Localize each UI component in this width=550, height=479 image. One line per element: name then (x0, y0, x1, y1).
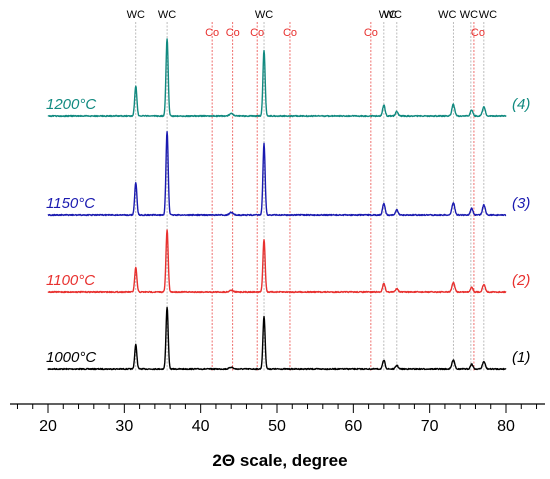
x-axis-ticks (16, 404, 538, 413)
peak-marker-label-wc-0: WC (127, 9, 145, 21)
curve-number-4: (4) (512, 96, 530, 113)
x-axis-label: 2Θ scale, degree (212, 451, 347, 470)
curve-name-4: 1200°C (46, 96, 96, 113)
x-tick-label-40: 40 (192, 418, 210, 435)
x-tick-label-60: 60 (344, 418, 362, 435)
peak-marker-label-wc-10: WC (438, 9, 456, 21)
curve-number-2: (2) (512, 272, 530, 289)
curve-name-2: 1100°C (46, 272, 95, 289)
peak-marker-lines (135, 22, 485, 372)
x-tick-label-20: 20 (39, 418, 57, 435)
peak-marker-label-co-2: Co (205, 27, 219, 39)
peak-marker-label-co-3: Co (226, 27, 240, 39)
curve-name-3: 1150°C (46, 195, 95, 212)
peak-marker-label-co-7: Co (364, 27, 378, 39)
peak-marker-label-wc-5: WC (255, 9, 273, 21)
peak-marker-label-wc-9: WC (384, 9, 402, 21)
x-axis: 20 30 40 50 60 70 80 (10, 403, 545, 435)
x-tick-label-30: 30 (115, 418, 133, 435)
x-axis-tick-labels: 20 30 40 50 60 70 80 (39, 418, 515, 435)
curve-temperature-labels: 1000°C 1100°C 1150°C 1200°C (46, 96, 96, 366)
peak-marker-label-wc-1: WC (158, 9, 176, 21)
peak-marker-label-co-6: Co (283, 27, 297, 39)
curve-2 (47, 229, 507, 294)
x-tick-label-70: 70 (421, 418, 439, 435)
peak-marker-label-co-12: Co (471, 27, 485, 39)
curve-3 (47, 130, 507, 217)
curve-number-1: (1) (512, 349, 530, 366)
curve-number-3: (3) (512, 195, 530, 212)
diffraction-curves (47, 38, 507, 371)
curve-1 (47, 306, 507, 371)
peak-marker-label-wc-8: WC (379, 9, 397, 21)
peak-marker-label-wc-11: WC (460, 9, 478, 21)
x-tick-label-50: 50 (268, 418, 286, 435)
peak-marker-label-wc-13: WC (479, 9, 497, 21)
curve-number-labels: (1) (2) (3) (4) (512, 96, 530, 366)
curve-name-1: 1000°C (46, 349, 96, 366)
x-tick-label-80: 80 (497, 418, 515, 435)
curve-4 (47, 38, 507, 118)
peak-marker-label-co-4: Co (250, 27, 264, 39)
